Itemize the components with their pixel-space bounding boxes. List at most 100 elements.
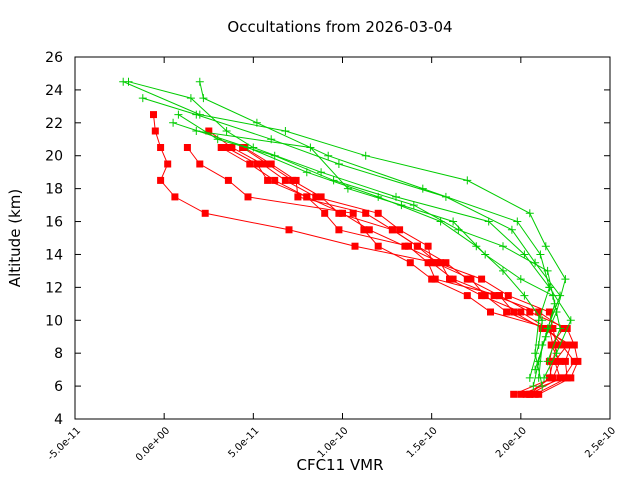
data-point-red-1-7 [449, 275, 457, 283]
data-point-red-3-7 [463, 275, 471, 283]
data-point-red-1-12 [312, 193, 320, 201]
data-point-red-1-0 [510, 390, 518, 398]
x-tick-label: 2.5e-10 [583, 425, 618, 460]
data-point-red-3-14 [267, 160, 275, 168]
data-point-green-4-4 [520, 250, 529, 259]
data-point-red-4-12 [317, 193, 325, 201]
data-point-red-7-3 [563, 341, 571, 349]
data-point-red-2-5 [517, 308, 525, 316]
data-point-green-4-5 [484, 217, 493, 226]
data-point-red-7-13 [157, 176, 165, 184]
data-point-green-5-3 [543, 266, 552, 275]
data-point-green-7-10 [169, 118, 178, 127]
data-point-red-4-14 [264, 160, 272, 168]
data-point-red-1-11 [374, 209, 382, 217]
data-point-red-7-11 [201, 209, 209, 217]
series-green-3 [138, 94, 565, 391]
data-point-red-6-3 [549, 341, 557, 349]
series-line-green-6 [196, 130, 561, 362]
data-point-green-4-1 [552, 349, 561, 358]
data-point-red-2-8 [437, 259, 445, 267]
y-tick-label: 18 [45, 182, 63, 198]
data-point-green-7-7 [374, 192, 383, 201]
data-point-red-5-3 [567, 341, 575, 349]
data-point-red-2-3 [558, 341, 566, 349]
data-point-red-5-6 [495, 292, 503, 300]
data-point-green-7-1 [534, 341, 543, 349]
data-point-green-3-0 [529, 382, 538, 391]
data-point-green-1-5 [513, 217, 522, 226]
data-point-red-5-13 [271, 176, 279, 184]
data-point-red-6-12 [244, 193, 252, 201]
data-point-green-2-7 [361, 151, 370, 160]
data-point-red-6-7 [428, 275, 436, 283]
data-point-red-4-7 [478, 275, 486, 283]
series-line-red-5 [220, 147, 572, 395]
series-line-green-5 [178, 114, 556, 370]
data-point-red-4-5 [545, 308, 553, 316]
y-tick-label: 10 [45, 313, 63, 329]
data-point-red-7-6 [481, 292, 489, 300]
data-point-red-1-16 [205, 127, 213, 135]
data-point-red-7-0 [526, 390, 534, 398]
data-point-red-2-13 [264, 176, 272, 184]
data-point-green-4-9 [222, 127, 231, 135]
series-red-5 [217, 144, 575, 398]
y-tick-label: 6 [54, 379, 63, 395]
data-point-green-5-6 [409, 201, 418, 210]
x-tick-label: 1.5e-10 [405, 425, 440, 460]
data-point-red-6-11 [349, 209, 357, 217]
data-point-red-2-14 [253, 160, 261, 168]
data-point-red-1-9 [424, 242, 432, 250]
data-point-red-2-10 [365, 226, 373, 234]
data-point-green-6-5 [449, 217, 458, 226]
data-point-red-5-5 [510, 308, 518, 316]
data-point-red-7-10 [285, 226, 293, 234]
data-point-red-4-15 [239, 144, 247, 151]
x-tick-label: -5.0e-11 [46, 425, 83, 462]
y-tick-label: 20 [45, 149, 63, 165]
data-point-green-1-7 [324, 151, 333, 160]
data-point-red-3-5 [526, 308, 534, 316]
data-point-green-6-1 [556, 324, 565, 333]
series-line-green-3 [142, 97, 561, 387]
data-point-green-2-6 [463, 176, 472, 185]
data-point-red-3-2 [574, 357, 582, 365]
data-point-red-5-12 [303, 193, 311, 201]
data-point-green-2-5 [525, 209, 534, 218]
data-point-red-1-2 [556, 357, 564, 365]
y-tick-label: 22 [45, 116, 63, 132]
data-point-green-4-2 [566, 316, 575, 325]
data-point-red-2-11 [339, 209, 346, 217]
data-point-red-6-6 [463, 292, 471, 300]
data-point-green-7-9 [244, 143, 252, 152]
data-point-red-4-11 [335, 209, 343, 217]
data-point-green-6-2 [548, 291, 557, 300]
series-line-green-4 [128, 81, 572, 379]
data-point-green-2-3 [561, 275, 570, 284]
data-point-red-4-9 [413, 242, 421, 250]
series-line-red-6 [187, 147, 554, 395]
series-line-red-1 [208, 130, 565, 395]
data-point-red-5-4 [538, 325, 546, 332]
data-point-red-6-5 [487, 308, 494, 316]
series-layer [119, 77, 582, 398]
data-point-red-7-1 [556, 374, 564, 382]
data-point-red-7-9 [351, 242, 359, 250]
data-point-red-6-9 [374, 242, 382, 250]
data-point-green-5-4 [499, 242, 507, 251]
data-point-green-5-9 [213, 135, 222, 144]
data-point-red-2-2 [570, 357, 578, 365]
data-point-red-2-7 [446, 275, 453, 283]
series-line-green-1 [199, 81, 550, 387]
data-point-red-4-3 [553, 341, 560, 349]
data-point-green-4-10 [186, 94, 195, 103]
data-point-green-7-8 [302, 168, 311, 177]
y-axis-label: Altitude (km) [6, 189, 24, 287]
x-tick-label: 5.0e-11 [227, 425, 262, 460]
data-point-green-3-9 [192, 110, 201, 119]
data-point-red-6-13 [224, 176, 232, 184]
data-point-green-6-3 [516, 275, 525, 284]
tick-layer: 4 6 8 10 12 14 16 18 20 22 24 26 -5.0e-11 0.0e+00 5.0e… [45, 50, 618, 464]
data-point-red-7-8 [431, 259, 439, 267]
